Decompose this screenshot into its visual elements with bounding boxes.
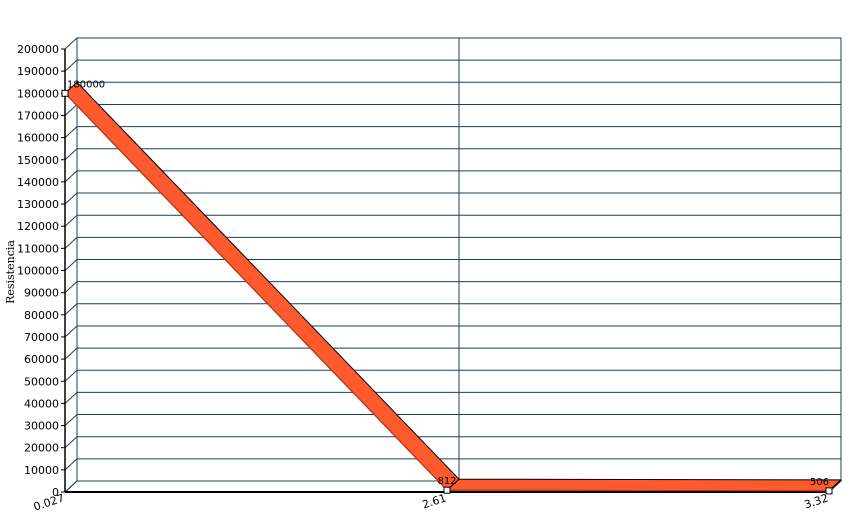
x-tick-label: 2.61 [421,491,448,511]
y-tick-label: 40000 [24,397,59,410]
y-tick-label: 60000 [24,353,59,366]
x-tick-label: 0.027 [32,491,66,513]
y-tick-label: 30000 [24,420,59,433]
wall-gridline [64,281,78,294]
series-segment [64,81,460,491]
wall-gridline [64,259,78,271]
wall-gridline [64,126,78,138]
y-tick-label: 50000 [24,375,59,388]
data-point [825,487,833,495]
wall-gridline [64,59,78,72]
data-labels: 180000 812 506 [67,79,829,488]
series-edge [64,92,448,491]
wall-gridline [64,303,78,316]
y-tick-labels: 0 10000 20000 30000 40000 50000 60000 70000 8000… [17,43,59,499]
x-tick-label: 3.32 [803,491,830,511]
wall-gridline [64,347,78,360]
wall-gridline [64,148,78,161]
y-tick-label: 200000 [17,43,59,56]
y-tick-label: 150000 [17,154,59,167]
wall-gridline [64,436,78,449]
y-tick-label: 170000 [17,109,59,122]
axes [61,48,829,493]
y-tick-label: 100000 [17,265,59,278]
wall-gridline [64,214,78,227]
y-tick-label: 130000 [17,198,59,211]
y-tick-label: 140000 [17,176,59,189]
wall-gridline [64,325,78,338]
wall-gridline [64,458,78,471]
y-tick-label: 90000 [24,287,59,300]
grid [63,37,843,493]
y-tick-label: 120000 [17,220,59,233]
y-tick-label: 70000 [24,331,59,344]
wall-gridline [64,236,78,249]
data-label: 180000 [67,79,105,90]
data-point [443,486,451,494]
y-tick-label: 10000 [24,464,59,477]
y-tick-label: 0 [52,486,59,499]
wall-gridline [64,37,78,50]
data-label: 812 [437,476,456,487]
data-label: 506 [810,477,829,488]
y-axis-label: Resistencia [4,240,17,304]
x-tick-labels: 0.027 2.61 3.32 [32,491,830,513]
series-segment [446,478,842,492]
y-tick-label: 160000 [17,132,59,145]
y-tick-label: 80000 [24,309,59,322]
series-ribbon [61,81,842,495]
wall-gridline [64,192,78,205]
data-point [61,89,69,97]
wall-gridline [64,369,78,382]
wall-gridline [64,170,78,183]
y-tick-label: 20000 [24,442,59,455]
y-tick-label: 190000 [17,65,59,78]
wall-gridline [64,104,78,116]
y-tick-label: 180000 [17,87,59,100]
wall-gridline [64,392,78,404]
series-edge [446,489,830,492]
y-tick-label: 110000 [17,242,59,255]
wall-gridline [64,414,78,426]
